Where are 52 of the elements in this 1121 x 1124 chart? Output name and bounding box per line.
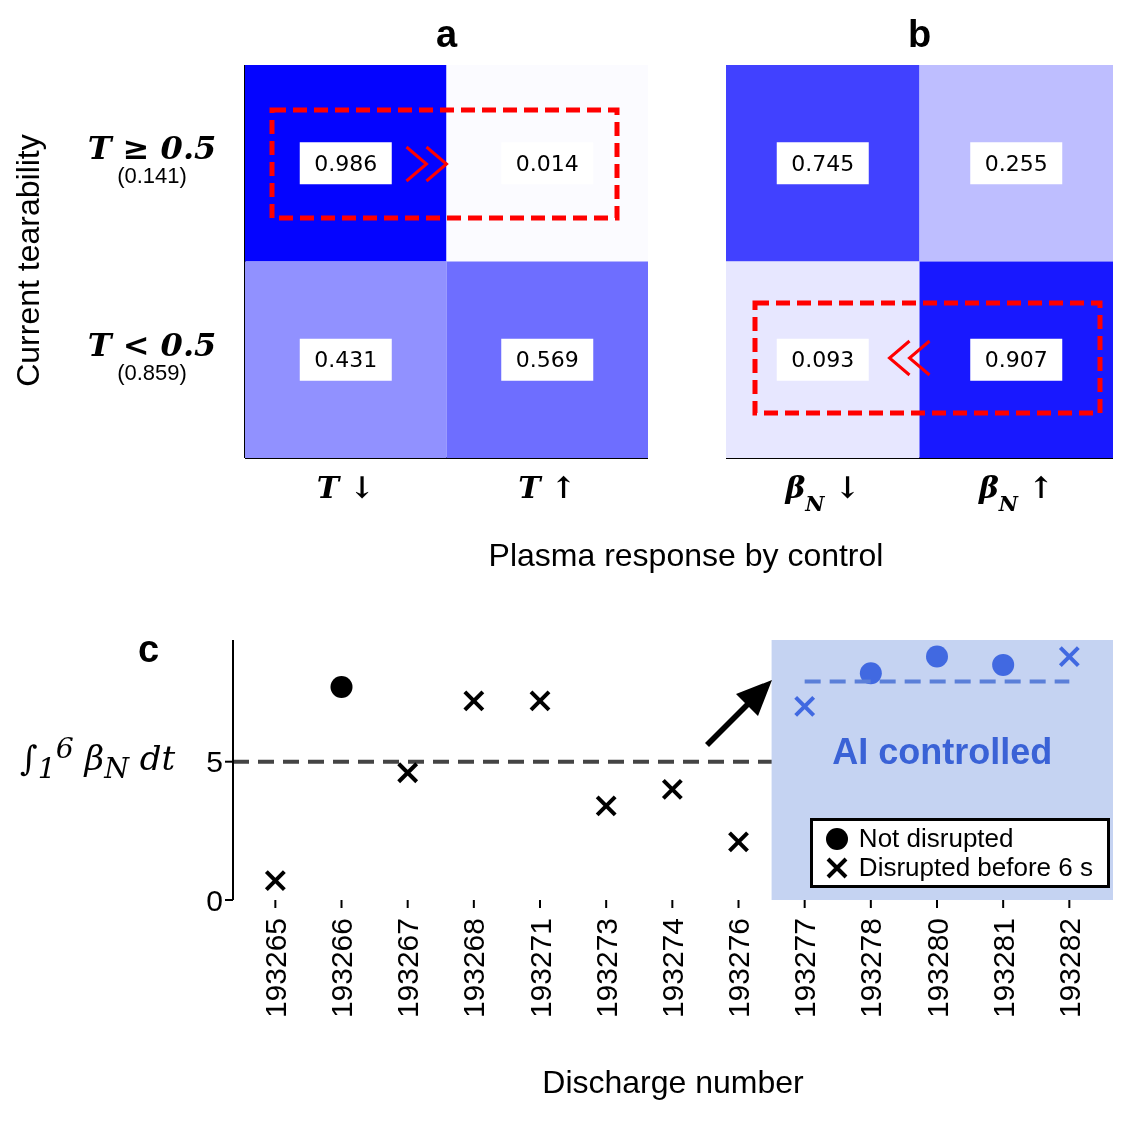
chart-title: a bbox=[434, 13, 459, 56]
data-label: 0.431 bbox=[314, 347, 378, 373]
point bbox=[396, 761, 419, 784]
band-label: AI controlled bbox=[832, 730, 1053, 772]
x-tick-label: 193265 bbox=[258, 918, 292, 1019]
point bbox=[264, 869, 287, 892]
x-tick-label: 193278 bbox=[854, 918, 888, 1019]
x-tick-label: T ↑ bbox=[518, 470, 577, 505]
x-tick-label: 193267 bbox=[391, 918, 425, 1019]
x-tick-label: 193280 bbox=[920, 918, 954, 1019]
data-label: 0.093 bbox=[791, 347, 855, 373]
x-tick-label: T ↓ bbox=[316, 470, 375, 505]
point bbox=[727, 830, 750, 853]
chart-title: b bbox=[906, 13, 933, 56]
legend-label: Disrupted before 6 s bbox=[858, 852, 1093, 882]
point bbox=[595, 794, 618, 817]
point bbox=[330, 676, 353, 699]
x-tick-label: 193281 bbox=[986, 918, 1020, 1019]
legend-label: Not disrupted bbox=[858, 823, 1014, 853]
data-label: 0.014 bbox=[515, 150, 579, 176]
y-tick-label: 0 bbox=[206, 883, 223, 917]
y-axis-title: Current tearability bbox=[9, 132, 47, 389]
y-tick-label: T < 0.5 (0.859) bbox=[87, 325, 217, 385]
x-tick-label: 193273 bbox=[589, 918, 623, 1019]
x-tick-label: 193276 bbox=[722, 918, 755, 1019]
x-tick-label: 193277 bbox=[788, 918, 822, 1019]
point bbox=[529, 689, 552, 712]
data-label: 0.745 bbox=[791, 150, 855, 176]
x-tick-label: 193268 bbox=[457, 918, 491, 1019]
x-tick-label: 193282 bbox=[1052, 918, 1086, 1019]
y-tick-label: T ≥ 0.5 (0.141) bbox=[87, 129, 217, 189]
x-axis-title: Discharge number bbox=[541, 1064, 805, 1101]
data-label: 0.255 bbox=[984, 150, 1048, 176]
point bbox=[462, 689, 485, 712]
data-label: 0.569 bbox=[515, 347, 579, 373]
point bbox=[992, 653, 1015, 676]
point bbox=[1058, 645, 1081, 668]
x-tick-label: β$_{N}$ ↓ bbox=[784, 470, 861, 516]
x-tick-label: 193274 bbox=[655, 918, 689, 1019]
point bbox=[926, 645, 948, 668]
y-axis-title: ∫$_{1}$$^{6}$ β$_{N}$ dt bbox=[20, 732, 176, 786]
x-tick-label: β$_{N}$ ↑ bbox=[977, 470, 1054, 516]
chart-title: c bbox=[138, 628, 160, 671]
x-tick-label: 193271 bbox=[523, 918, 557, 1019]
x-tick-label: 193266 bbox=[325, 918, 359, 1019]
data-label: 0.986 bbox=[314, 150, 378, 176]
y-tick-label: 5 bbox=[206, 745, 223, 779]
data-label: 0.907 bbox=[984, 347, 1048, 373]
x-axis-title: Plasma response by control bbox=[487, 537, 885, 574]
point bbox=[859, 662, 882, 685]
point bbox=[793, 695, 816, 718]
point bbox=[661, 778, 684, 801]
